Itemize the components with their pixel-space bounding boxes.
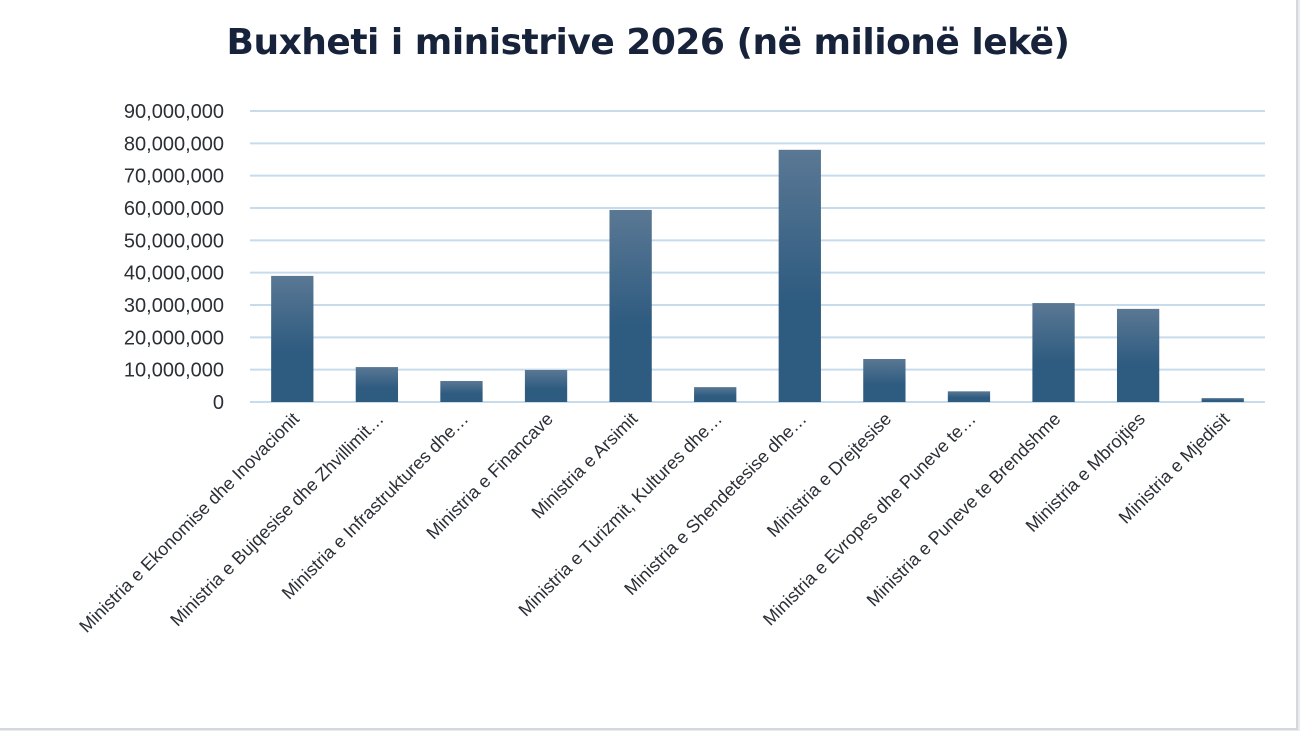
bar (271, 275, 314, 402)
y-tick-label: 10,000,000 (124, 360, 224, 382)
x-category-label: Ministria e Infrastruktures dhe… (278, 409, 473, 604)
y-axis-ticks: 0 10,000,000 20,000,000 30,000,000 40,000,00… (124, 101, 224, 414)
y-tick-label: 20,000,000 (124, 327, 224, 349)
y-tick-label: 80,000,000 (124, 133, 224, 155)
bar (609, 209, 652, 402)
bar (694, 387, 737, 402)
bar (778, 149, 821, 402)
bar (947, 391, 991, 402)
bar (1032, 303, 1075, 402)
bar (524, 369, 568, 402)
y-tick-label: 60,000,000 (124, 198, 224, 220)
bar (1116, 308, 1160, 402)
bars (271, 149, 1244, 402)
y-tick-label: 50,000,000 (124, 230, 224, 252)
y-tick-label: 40,000,000 (124, 263, 224, 285)
bar (1201, 398, 1244, 402)
x-axis-labels: Ministria e Ekonomise dhe InovacionitMin… (75, 409, 1233, 637)
y-tick-label: 30,000,000 (124, 295, 224, 317)
y-tick-label: 90,000,000 (124, 101, 224, 123)
bar (440, 380, 483, 402)
bar (355, 367, 399, 402)
bar (863, 358, 906, 402)
grid-lines (250, 110, 1265, 403)
x-category-label: Ministria e Shendetesise dhe… (620, 409, 810, 599)
y-tick-label: 70,000,000 (124, 166, 224, 188)
chart-title: Buxheti i ministrive 2026 (në milionë le… (226, 22, 1070, 63)
y-tick-label: 0 (213, 392, 224, 414)
